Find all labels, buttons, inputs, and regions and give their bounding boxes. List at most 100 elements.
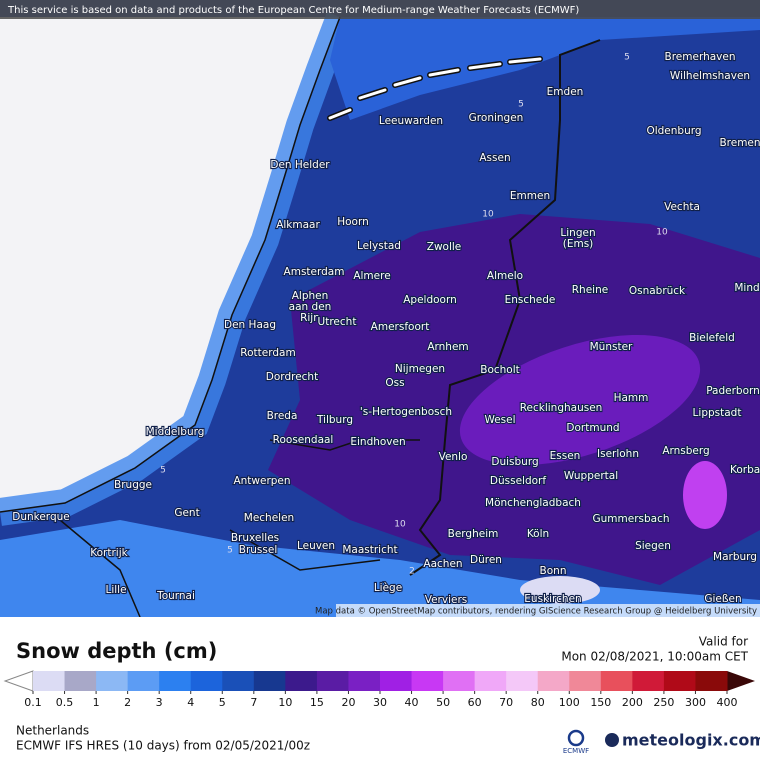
- border: [409, 39, 601, 576]
- contour-label: 10: [656, 228, 668, 238]
- color-swatch: [316, 671, 349, 691]
- city-label: aan den: [289, 301, 332, 313]
- color-swatch: [632, 671, 665, 691]
- ecmwf-logo: [567, 729, 585, 747]
- color-swatch: [569, 671, 602, 691]
- valid-time: Mon 02/08/2021, 10:00am CET: [561, 650, 748, 664]
- purple-peak: [683, 461, 727, 529]
- tick-label: 30: [373, 696, 387, 709]
- contour-label: 5: [227, 546, 233, 556]
- city-label: Verviers: [425, 594, 468, 606]
- city-label: Recklinghausen: [520, 402, 603, 414]
- sea: [0, 17, 340, 512]
- tick-label: 80: [531, 696, 545, 709]
- city-label: Roosendaal: [273, 434, 334, 446]
- color-swatch: [127, 671, 160, 691]
- city-label: Rheine: [572, 284, 608, 296]
- city-label: Lille: [105, 584, 126, 596]
- tick-label: 20: [341, 696, 355, 709]
- city-label: Groningen: [469, 112, 524, 124]
- city-label: Arnsberg: [662, 445, 709, 457]
- city-label: Lelystad: [357, 240, 401, 252]
- city-label: Köln: [527, 528, 549, 540]
- city-label: Mind: [734, 282, 759, 294]
- city-label: Essen: [550, 450, 581, 462]
- city-label: Apeldoorn: [403, 294, 457, 306]
- region: Netherlands: [16, 724, 89, 738]
- city-label: Antwerpen: [233, 475, 290, 487]
- color-swatch: [663, 671, 696, 691]
- city-label: Oss: [385, 377, 404, 389]
- color-swatch: [96, 671, 129, 691]
- city-label: Bremerhaven: [665, 51, 736, 63]
- city-label: Bielefeld: [689, 332, 735, 344]
- purple-core: [459, 334, 701, 466]
- city-label: Iserlohn: [597, 448, 639, 460]
- city-label: Den Helder: [270, 159, 330, 171]
- city-label: Gent: [174, 507, 199, 519]
- color-swatch: [222, 671, 255, 691]
- city-label: Hamm: [614, 392, 649, 404]
- color-swatch: [253, 671, 286, 691]
- tick-label: 15: [310, 696, 324, 709]
- color-swatch: [64, 671, 97, 691]
- low-snow: [520, 576, 600, 604]
- ecmwf-label: ECMWF: [563, 747, 589, 755]
- color-swatch: [190, 671, 223, 691]
- city-label: Breda: [267, 410, 298, 422]
- city-label: Venlo: [439, 451, 468, 463]
- city-label: Gummersbach: [592, 513, 669, 525]
- city-label: Vechta: [664, 201, 700, 213]
- over-triangle: [727, 671, 755, 691]
- city-label: Lippstadt: [693, 407, 742, 419]
- city-label: Wilhelmshaven: [670, 70, 750, 82]
- header-bar: [0, 0, 760, 19]
- tick-label: 200: [622, 696, 643, 709]
- color-swatch: [348, 671, 381, 691]
- city-label: Liège: [374, 582, 402, 594]
- cities: Bremerhaven Wilhelmshaven Emden Leeuwarden G…: [11, 50, 760, 607]
- city-label: Amsterdam: [284, 266, 345, 278]
- city-label: Osnabrück: [629, 285, 686, 297]
- tick-label: 4: [187, 696, 194, 709]
- border: [59, 439, 420, 618]
- city-label: Assen: [479, 152, 510, 164]
- city-label: Rijn: [300, 312, 320, 324]
- city-label: Nijmegen: [395, 363, 445, 375]
- sea-north: [330, 17, 760, 120]
- contour-label: 2: [409, 567, 415, 577]
- contour-label: 10: [394, 520, 406, 530]
- city-label: Amersfoort: [371, 321, 430, 333]
- color-swatch: [159, 671, 192, 691]
- city-label: Bruxelles: [231, 532, 279, 544]
- color-swatch: [600, 671, 633, 691]
- tick-label: 0.5: [56, 696, 74, 709]
- city-label: Kortrijk: [90, 547, 128, 559]
- city-label: Korbac: [730, 464, 760, 476]
- city-label: Emden: [547, 86, 584, 98]
- city-label: Bergheim: [448, 528, 499, 540]
- color-swatch: [537, 671, 570, 691]
- islands: [328, 57, 542, 120]
- contour-label: 5: [160, 466, 166, 476]
- tick-label: 7: [250, 696, 257, 709]
- city-label: Rotterdam: [240, 347, 295, 359]
- city-label: Duisburg: [491, 456, 538, 468]
- city-label: Düsseldorf: [490, 475, 546, 487]
- city-label: Hoorn: [337, 216, 369, 228]
- city-label: Dunkerque: [12, 511, 69, 523]
- city-label: Arnhem: [427, 341, 468, 353]
- city-label: Oldenburg: [646, 125, 701, 137]
- tick-label: 2: [124, 696, 131, 709]
- city-label: Wuppertal: [564, 470, 618, 482]
- color-swatch: [285, 671, 318, 691]
- city-label: Leuven: [297, 540, 335, 552]
- city-label: Marburg: [713, 551, 757, 563]
- city-label: Brussel: [239, 544, 278, 556]
- color-swatch: [33, 671, 66, 691]
- city-label: Bocholt: [480, 364, 520, 376]
- tick-label: 70: [499, 696, 513, 709]
- city-label: Mechelen: [244, 512, 294, 524]
- disclaimer: This service is based on data and produc…: [7, 5, 579, 16]
- tick-label: 60: [468, 696, 482, 709]
